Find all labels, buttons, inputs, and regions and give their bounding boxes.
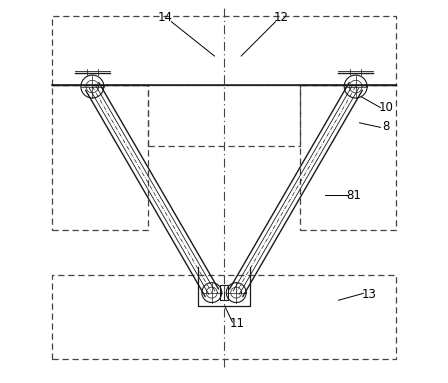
Text: 81: 81 [346, 189, 361, 202]
Text: 8: 8 [383, 120, 390, 133]
Bar [220, 285, 228, 300]
Text: 12: 12 [274, 11, 289, 24]
Text: 13: 13 [362, 288, 376, 301]
Text: 14: 14 [157, 11, 172, 24]
Text: 10: 10 [379, 101, 394, 114]
Text: 11: 11 [230, 317, 245, 330]
